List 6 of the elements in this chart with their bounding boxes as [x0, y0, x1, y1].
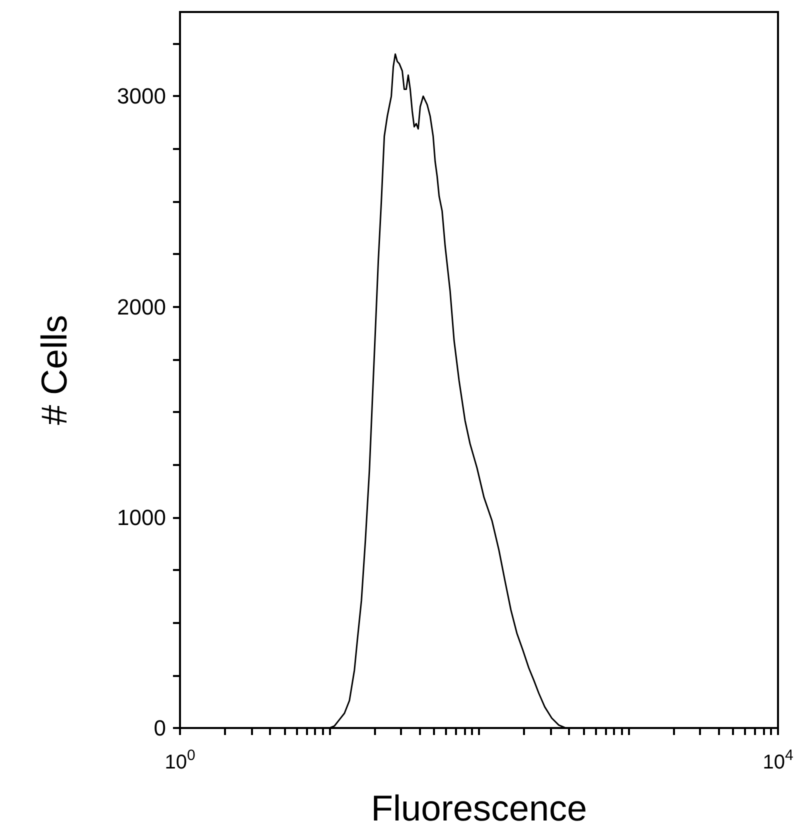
y-tick-label: 1000 [117, 504, 166, 530]
y-tick-label: 3000 [117, 84, 166, 109]
x-axis-title: Fluorescence [370, 788, 588, 828]
y-axis-title: # Cells [34, 314, 74, 426]
y-tick-label: 2000 [117, 294, 166, 320]
y-tick-label: 0 [154, 716, 166, 740]
